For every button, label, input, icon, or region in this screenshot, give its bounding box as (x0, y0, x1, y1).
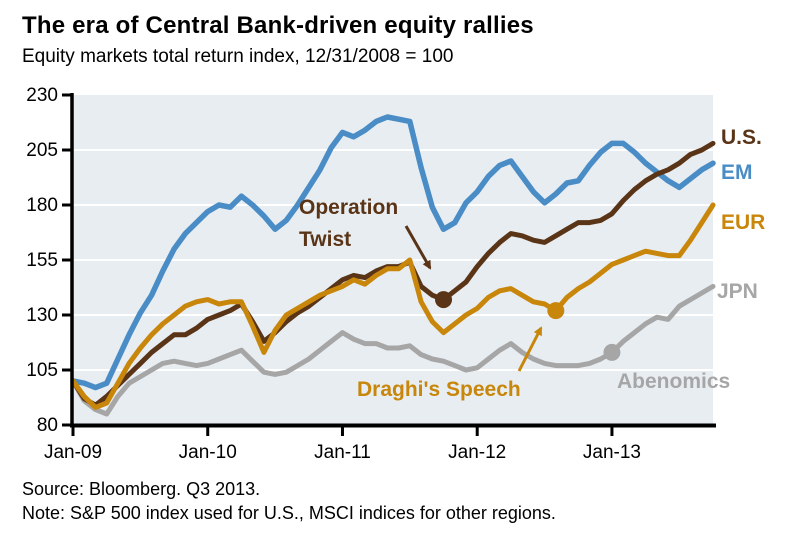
y-tick-label: 180 (26, 194, 58, 216)
methodology-note: Note: S&P 500 index used for U.S., MSCI … (22, 503, 556, 523)
y-tick-label: 155 (26, 249, 58, 271)
x-tick-label: Jan-10 (178, 442, 237, 463)
annotation-abenomics: Abenomics (617, 370, 731, 393)
series-label-jpn: JPN (717, 280, 758, 303)
x-tick-label: Jan-13 (582, 442, 641, 463)
line-em (70, 114, 716, 391)
series-label-em: EM (721, 161, 753, 184)
series-label-us: U.S. (721, 126, 762, 149)
x-tick-label: Jan-11 (314, 442, 371, 463)
marker-dot-jpn (603, 343, 621, 361)
chart-subtitle: Equity markets total return index, 12/31… (22, 46, 454, 67)
source-note: Source: Bloomberg. Q3 2013. (22, 479, 261, 499)
y-tick-label: 130 (26, 304, 58, 326)
marker-dot-eur (547, 302, 565, 320)
line-eur (70, 202, 716, 410)
y-tick-label: 80 (36, 414, 58, 436)
draghi-arrow (517, 326, 543, 372)
marker-dot-us (435, 291, 453, 309)
y-tick-label: 105 (26, 359, 58, 381)
x-tick-label: Jan-12 (448, 442, 507, 463)
annotation-operation-twist: Operation Twist (299, 196, 399, 251)
operation-twist-arrow (404, 225, 432, 270)
chart-title: The era of Central Bank-driven equity ra… (22, 12, 534, 39)
annotation-draghis-speech: Draghi's Speech (357, 378, 521, 401)
y-tick-label: 230 (26, 84, 58, 106)
x-tick-label: Jan-09 (43, 442, 103, 463)
y-tick-label: 205 (26, 139, 58, 161)
series-label-eur: EUR (721, 211, 766, 234)
